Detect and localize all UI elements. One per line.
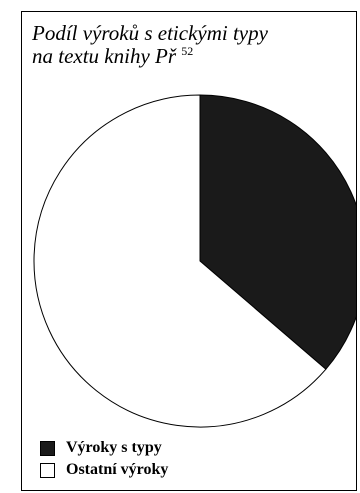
legend-label-with-types: Výroky s typy (66, 439, 162, 456)
legend-swatch-other (40, 462, 55, 478)
pie-slice-1 (33, 94, 327, 428)
pie-slice-0 (199, 94, 356, 370)
legend-label-other: Ostatní výroky (66, 461, 169, 478)
legend: Výroky s typy Ostatní výroky (40, 437, 168, 481)
chart-title-line-1: Podíl výroků s etickými typy (32, 21, 268, 45)
legend-swatch-with-types (40, 440, 55, 456)
chart-title-line-2-text: na textu knihy Př (32, 44, 177, 68)
legend-item-other: Ostatní výroky (40, 459, 168, 481)
legend-item-with-types: Výroky s typy (40, 437, 168, 459)
chart-title-line-2: na textu knihy Př 52 (32, 45, 352, 68)
chart-title-superscript: 52 (181, 44, 194, 58)
chart-title: Podíl výroků s etickými typy na textu kn… (32, 22, 352, 68)
pie-chart (33, 94, 356, 428)
chart-frame: Podíl výroků s etickými typy na textu kn… (21, 11, 357, 491)
